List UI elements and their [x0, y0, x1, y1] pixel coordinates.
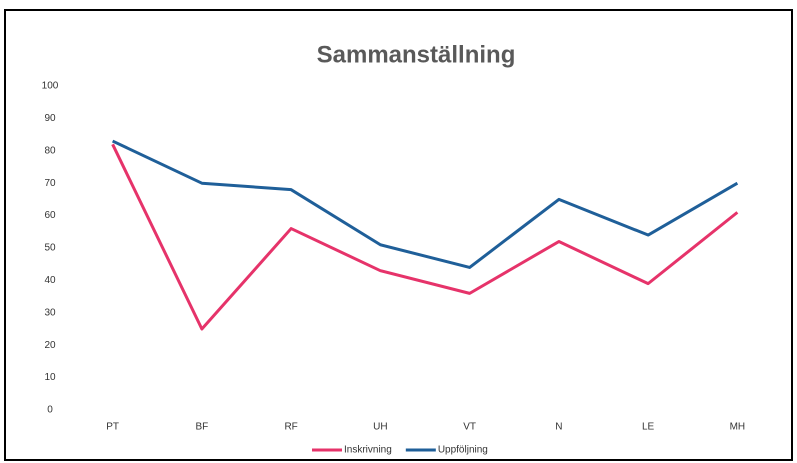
y-tick-label: 80	[44, 145, 56, 156]
y-tick-label: 50	[44, 243, 56, 254]
chart-frame	[4, 9, 793, 461]
legend-label: Inskrivning	[344, 445, 392, 456]
x-tick-label: VT	[463, 422, 476, 433]
y-tick-label: 60	[44, 210, 56, 221]
y-tick-label: 20	[44, 340, 56, 351]
y-tick-label: 100	[42, 81, 59, 92]
y-tick-label: 0	[47, 405, 53, 416]
x-tick-label: UH	[373, 422, 387, 433]
x-tick-label: PT	[106, 422, 119, 433]
legend-label: Uppföljning	[438, 445, 488, 456]
x-tick-label: MH	[730, 422, 746, 433]
y-tick-label: 30	[44, 307, 56, 318]
x-tick-label: N	[555, 422, 562, 433]
series-line	[111, 139, 739, 269]
y-tick-label: 10	[44, 372, 56, 383]
chart-title: Sammanställning	[317, 41, 516, 68]
x-tick-label: BF	[195, 422, 208, 433]
series-line	[111, 143, 739, 331]
y-tick-label: 70	[44, 178, 56, 189]
y-tick-label: 90	[44, 113, 56, 124]
x-tick-label: RF	[284, 422, 297, 433]
x-tick-label: LE	[642, 422, 655, 433]
y-tick-label: 40	[44, 275, 56, 286]
